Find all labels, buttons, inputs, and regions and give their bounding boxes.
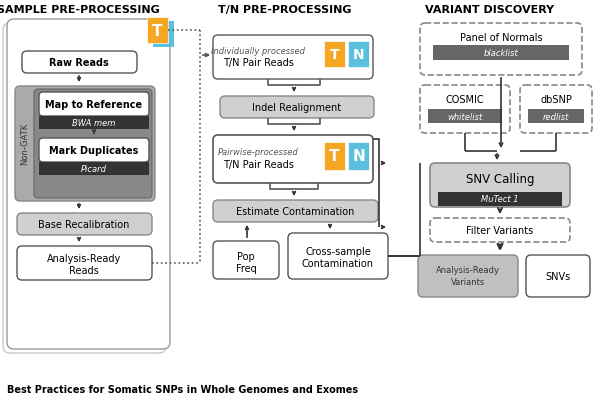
Text: Map to Reference: Map to Reference bbox=[46, 100, 142, 110]
Bar bbox=[528, 110, 584, 124]
FancyBboxPatch shape bbox=[220, 97, 374, 119]
Bar bbox=[324, 143, 345, 170]
FancyBboxPatch shape bbox=[420, 24, 582, 76]
Text: Estimate Contamination: Estimate Contamination bbox=[236, 207, 354, 217]
Text: whitelist: whitelist bbox=[447, 112, 483, 121]
Text: Non-GATK: Non-GATK bbox=[21, 123, 30, 165]
Bar bbox=[348, 143, 369, 170]
Bar bbox=[433, 46, 569, 61]
Text: N: N bbox=[352, 149, 365, 164]
Text: SAMPLE PRE-PROCESSING: SAMPLE PRE-PROCESSING bbox=[0, 5, 160, 15]
Text: T/N Pair Reads: T/N Pair Reads bbox=[222, 160, 294, 170]
Text: COSMIC: COSMIC bbox=[446, 95, 484, 105]
FancyBboxPatch shape bbox=[420, 86, 510, 134]
FancyBboxPatch shape bbox=[17, 246, 152, 280]
Text: Analysis-Ready: Analysis-Ready bbox=[47, 253, 121, 263]
Text: Raw Reads: Raw Reads bbox=[49, 58, 109, 68]
FancyBboxPatch shape bbox=[213, 36, 373, 80]
Text: N: N bbox=[353, 48, 364, 62]
FancyBboxPatch shape bbox=[22, 52, 137, 74]
Text: Indel Realignment: Indel Realignment bbox=[253, 103, 342, 113]
Text: blacklist: blacklist bbox=[484, 49, 518, 58]
Text: BWA mem: BWA mem bbox=[72, 119, 116, 128]
Text: T: T bbox=[329, 149, 340, 164]
Text: MuTect 1: MuTect 1 bbox=[481, 195, 519, 204]
Text: Analysis-Ready: Analysis-Ready bbox=[436, 266, 500, 275]
Bar bbox=[39, 117, 149, 130]
FancyBboxPatch shape bbox=[7, 20, 170, 349]
FancyBboxPatch shape bbox=[526, 255, 590, 297]
Bar bbox=[147, 18, 168, 44]
Bar bbox=[438, 192, 562, 207]
FancyBboxPatch shape bbox=[418, 255, 518, 297]
Text: Mark Duplicates: Mark Duplicates bbox=[49, 146, 139, 156]
Text: Freq: Freq bbox=[235, 263, 256, 273]
Text: Base Recalibration: Base Recalibration bbox=[39, 219, 130, 229]
FancyBboxPatch shape bbox=[34, 90, 152, 198]
Text: SNV Calling: SNV Calling bbox=[466, 173, 534, 186]
FancyBboxPatch shape bbox=[520, 86, 592, 134]
Text: T: T bbox=[152, 23, 162, 38]
FancyBboxPatch shape bbox=[430, 219, 570, 242]
Text: VARIANT DISCOVERY: VARIANT DISCOVERY bbox=[425, 5, 554, 15]
FancyBboxPatch shape bbox=[213, 136, 373, 184]
Text: redlist: redlist bbox=[543, 112, 569, 121]
Bar bbox=[39, 162, 149, 176]
Bar bbox=[153, 22, 174, 48]
FancyBboxPatch shape bbox=[17, 213, 152, 235]
Bar bbox=[428, 110, 502, 124]
Text: Best Practices for Somatic SNPs in Whole Genomes and Exomes: Best Practices for Somatic SNPs in Whole… bbox=[7, 384, 358, 394]
Text: dbSNP: dbSNP bbox=[540, 95, 572, 105]
Text: Filter Variants: Filter Variants bbox=[466, 225, 534, 235]
Text: T/N PRE-PROCESSING: T/N PRE-PROCESSING bbox=[218, 5, 352, 15]
Text: Cross-sample: Cross-sample bbox=[305, 246, 371, 256]
Text: Variants: Variants bbox=[451, 278, 485, 287]
FancyBboxPatch shape bbox=[213, 241, 279, 279]
Text: T/N Pair Reads: T/N Pair Reads bbox=[222, 58, 294, 68]
Text: Pop: Pop bbox=[237, 251, 255, 261]
Text: SNVs: SNVs bbox=[546, 271, 570, 281]
FancyBboxPatch shape bbox=[3, 24, 166, 353]
FancyBboxPatch shape bbox=[39, 139, 149, 162]
Text: Panel of Normals: Panel of Normals bbox=[460, 33, 543, 43]
Text: Reads: Reads bbox=[69, 265, 99, 275]
FancyBboxPatch shape bbox=[288, 233, 388, 279]
Text: Individually processed: Individually processed bbox=[211, 47, 305, 55]
Text: Pairwise-processed: Pairwise-processed bbox=[218, 148, 298, 157]
Bar bbox=[348, 42, 369, 68]
FancyBboxPatch shape bbox=[213, 200, 378, 223]
FancyBboxPatch shape bbox=[430, 164, 570, 207]
FancyBboxPatch shape bbox=[39, 93, 149, 117]
Text: Picard: Picard bbox=[81, 164, 107, 174]
Text: T: T bbox=[330, 48, 339, 62]
FancyBboxPatch shape bbox=[15, 87, 155, 201]
Bar bbox=[324, 42, 345, 68]
Text: Contamination: Contamination bbox=[302, 258, 374, 268]
